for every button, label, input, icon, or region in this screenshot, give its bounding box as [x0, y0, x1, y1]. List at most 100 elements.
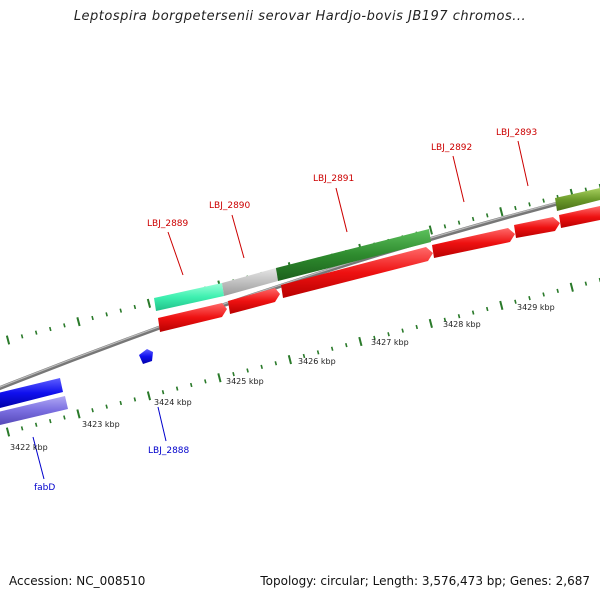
- gene-bar-fabd-lower[interactable]: [0, 396, 68, 425]
- inner-tick: [316, 350, 320, 355]
- inner-tick: [20, 426, 24, 431]
- cds-arrow-2[interactable]: [228, 288, 280, 314]
- gene-label-lbj2893[interactable]: LBJ_2893: [496, 128, 537, 138]
- inner-tick: [499, 300, 504, 310]
- inner-tick: [119, 400, 123, 406]
- inner-tick: [387, 332, 390, 337]
- inner-tick: [556, 288, 559, 293]
- cds-arrow-6[interactable]: [559, 206, 600, 228]
- gene-label-lbj2890[interactable]: LBJ_2890: [209, 201, 251, 211]
- backbone-highlight: [0, 190, 600, 388]
- outer-tick: [91, 315, 94, 321]
- inner-tick: [204, 379, 207, 384]
- outer-tick: [34, 330, 38, 335]
- outer-tick: [528, 202, 531, 207]
- gene-bar-lbj2893[interactable]: [555, 188, 600, 211]
- inner-tick: [457, 314, 461, 319]
- inner-tick: [358, 336, 363, 347]
- inner-tick: [471, 310, 475, 315]
- inner-tick: [63, 415, 66, 420]
- outer-tick: [49, 326, 52, 332]
- gene-bar-lbj2890[interactable]: [222, 268, 278, 296]
- inner-tick: [345, 343, 348, 348]
- inner-tick: [330, 346, 334, 351]
- tick-label-3426: 3426 kbp: [298, 357, 336, 366]
- inner-tick: [175, 386, 179, 391]
- inner-tick-ring: [5, 277, 600, 437]
- cds-arrow-3[interactable]: [281, 247, 433, 298]
- gene-label-lbj2892[interactable]: LBJ_2892: [431, 143, 472, 153]
- gene-labels: LBJ_2889 LBJ_2890 LBJ_2891 LBJ_2892 LBJ_…: [34, 128, 537, 493]
- inner-tick: [5, 427, 11, 437]
- inner-tick: [133, 397, 137, 402]
- inner-tick: [302, 353, 306, 359]
- inner-tick: [105, 404, 108, 409]
- inner-tick: [528, 295, 531, 301]
- inner-tick: [584, 281, 588, 286]
- cds-arrow-4[interactable]: [432, 228, 515, 258]
- topology-summary: Topology: circular; Length: 3,576,473 bp…: [260, 574, 590, 588]
- outer-tick: [499, 207, 504, 217]
- gene-bar-lbj2891[interactable]: [276, 229, 431, 281]
- gene-label-lbj2888[interactable]: LBJ_2888: [148, 446, 190, 456]
- gene-label-lbj2891[interactable]: LBJ_2891: [313, 174, 354, 184]
- tick-label-3424: 3424 kbp: [154, 398, 192, 407]
- inner-tick: [415, 324, 419, 330]
- inner-tick: [274, 361, 278, 366]
- outer-tick: [5, 335, 11, 345]
- outer-tick: [457, 220, 461, 225]
- inner-tick: [217, 373, 222, 383]
- gene-bar-lbj2889[interactable]: [154, 283, 224, 311]
- kbp-labels: 3422 kbp 3423 kbp 3424 kbp 3425 kbp 3426…: [10, 303, 555, 452]
- inner-tick: [246, 368, 249, 373]
- outer-tick: [133, 304, 137, 310]
- map-title: Leptospira borgpetersenii serovar Hardjo…: [73, 9, 527, 24]
- inner-tick: [569, 282, 574, 292]
- tick-label-3422: 3422 kbp: [10, 443, 48, 452]
- outer-tick: [485, 213, 489, 218]
- outer-tick: [63, 323, 66, 328]
- outer-tick: [584, 187, 588, 192]
- inner-tick: [514, 299, 517, 304]
- gene-bar-fabd[interactable]: [0, 378, 63, 408]
- inner-tick: [34, 422, 38, 427]
- inner-tick: [287, 355, 292, 365]
- tick-label-3425: 3425 kbp: [226, 377, 264, 386]
- outer-tick: [119, 308, 123, 313]
- gene-arrow-lbj2888[interactable]: [139, 349, 153, 364]
- tick-label-3429: 3429 kbp: [517, 303, 555, 312]
- inner-tick: [49, 419, 52, 424]
- inner-tick: [443, 317, 447, 322]
- outer-tick: [20, 334, 24, 339]
- inner-tick: [91, 408, 94, 413]
- inner-tick: [485, 306, 489, 312]
- outer-tick: [514, 205, 517, 211]
- tick-label-3428: 3428 kbp: [443, 320, 481, 329]
- outer-tick: [542, 198, 545, 203]
- inner-tick: [401, 328, 404, 333]
- gene-label-fabd[interactable]: fabD: [34, 483, 55, 493]
- cds-arrow-1[interactable]: [158, 303, 227, 332]
- outer-tick: [76, 317, 81, 327]
- outer-tick: [146, 298, 152, 308]
- inner-tick: [232, 371, 235, 377]
- inner-tick: [428, 318, 433, 329]
- cds-arrow-5[interactable]: [514, 217, 560, 238]
- inner-tick: [146, 391, 152, 401]
- backbone-line: [0, 190, 600, 391]
- tick-label-3427: 3427 kbp: [371, 338, 409, 347]
- leader-lines: [32, 140, 529, 480]
- inner-tick: [189, 382, 193, 388]
- outer-tick: [471, 216, 475, 222]
- outer-tick: [428, 225, 433, 235]
- inner-tick: [161, 390, 165, 395]
- accession-text: Accession: NC_008510: [9, 574, 146, 588]
- inner-tick: [76, 409, 81, 419]
- tick-label-3423: 3423 kbp: [82, 420, 120, 429]
- outer-tick: [443, 224, 447, 229]
- outer-tick: [105, 312, 108, 317]
- gene-label-lbj2889[interactable]: LBJ_2889: [147, 219, 189, 229]
- inner-tick: [373, 335, 376, 341]
- inner-tick: [542, 292, 545, 297]
